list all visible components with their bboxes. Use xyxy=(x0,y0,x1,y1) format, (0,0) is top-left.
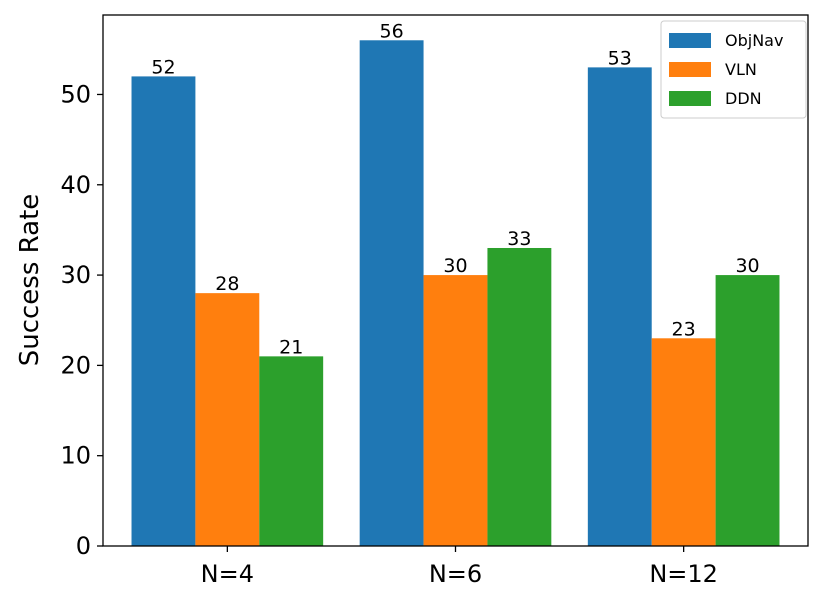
x-tick-label: N=4 xyxy=(201,560,254,588)
legend-label-vln: VLN xyxy=(725,60,757,79)
data-label-vln-2: 23 xyxy=(672,318,696,340)
data-label-objnav-2: 53 xyxy=(608,47,632,69)
legend-label-ddn: DDN xyxy=(725,89,762,108)
data-label-ddn-0: 21 xyxy=(279,336,303,358)
data-label-ddn-2: 30 xyxy=(735,255,759,277)
y-tick-label: 0 xyxy=(76,532,91,560)
plot-frame xyxy=(102,14,809,547)
x-tick-label: N=6 xyxy=(429,560,482,588)
data-label-objnav-1: 56 xyxy=(380,20,404,42)
x-tick-label: N=12 xyxy=(649,560,718,588)
bar-vln-2 xyxy=(651,338,716,546)
y-tick-label: 10 xyxy=(60,442,91,470)
y-tick-label: 30 xyxy=(60,261,91,289)
bar-objnav-2 xyxy=(587,67,652,546)
bar-ddn-1 xyxy=(487,247,552,546)
y-axis-ticks: 0 10 20 30 40 50 xyxy=(60,80,103,560)
legend-swatch-ddn xyxy=(669,91,711,106)
x-axis-ticks: N=4 N=6 N=12 xyxy=(201,546,718,588)
data-label-vln-0: 28 xyxy=(215,273,239,295)
bar-ddn-2 xyxy=(715,275,780,546)
bars-layer xyxy=(131,40,780,547)
y-tick-label: 20 xyxy=(60,351,91,379)
bar-ddn-0 xyxy=(259,356,324,546)
legend-swatch-objnav xyxy=(669,33,711,48)
bar-vln-1 xyxy=(423,275,488,546)
bar-objnav-1 xyxy=(359,40,424,547)
data-label-vln-1: 30 xyxy=(443,255,467,277)
legend: ObjNav VLN DDN xyxy=(660,20,807,119)
y-tick-label: 40 xyxy=(60,171,91,199)
legend-label-objnav: ObjNav xyxy=(725,31,783,50)
y-axis-title: Success Rate xyxy=(15,194,45,367)
data-label-objnav-0: 52 xyxy=(151,56,175,78)
bar-vln-0 xyxy=(195,293,260,546)
data-labels-layer: 52 56 53 28 30 23 21 33 30 xyxy=(151,20,759,358)
data-label-ddn-1: 33 xyxy=(507,228,531,250)
y-tick-label: 50 xyxy=(60,80,91,108)
legend-swatch-vln xyxy=(669,62,711,77)
bar-objnav-0 xyxy=(131,76,196,546)
